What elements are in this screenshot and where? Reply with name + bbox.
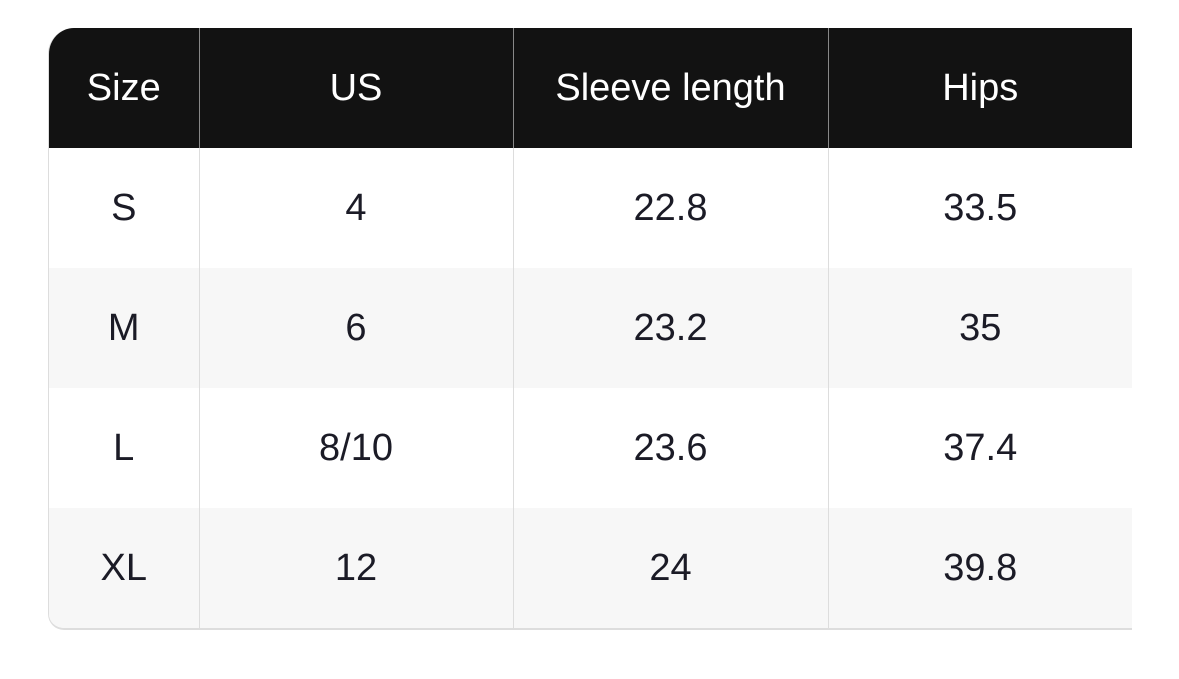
cell-sleeve-length: 24 (512, 508, 828, 628)
cell-sleeve-length: 22.8 (512, 148, 828, 268)
table-row: XL 12 24 39.8 (49, 508, 1132, 628)
size-chart: Size US Sleeve length Hips S 4 22.8 33.5… (48, 28, 1132, 630)
cell-sleeve-length: 23.6 (512, 388, 828, 508)
table-row: S 4 22.8 33.5 (49, 148, 1132, 268)
cell-hips: 37.4 (827, 388, 1132, 508)
cell-hips: 39.8 (827, 508, 1132, 628)
cell-us: 8/10 (198, 388, 513, 508)
cell-hips: 33.5 (827, 148, 1132, 268)
header-sleeve-length: Sleeve length (512, 28, 828, 148)
cell-us: 12 (198, 508, 513, 628)
cell-hips: 35 (827, 268, 1132, 388)
header-row: Size US Sleeve length Hips (49, 28, 1132, 148)
cell-us: 6 (198, 268, 513, 388)
cell-size: M (49, 268, 199, 388)
header-size: Size (49, 28, 199, 148)
cell-size: L (49, 388, 199, 508)
table-row: M 6 23.2 35 (49, 268, 1132, 388)
cell-sleeve-length: 23.2 (512, 268, 828, 388)
header-hips: Hips (827, 28, 1132, 148)
cell-us: 4 (198, 148, 513, 268)
cell-size: XL (49, 508, 199, 628)
header-us: US (198, 28, 513, 148)
cell-size: S (49, 148, 199, 268)
table-row: L 8/10 23.6 37.4 (49, 388, 1132, 508)
size-table: Size US Sleeve length Hips S 4 22.8 33.5… (49, 28, 1132, 628)
